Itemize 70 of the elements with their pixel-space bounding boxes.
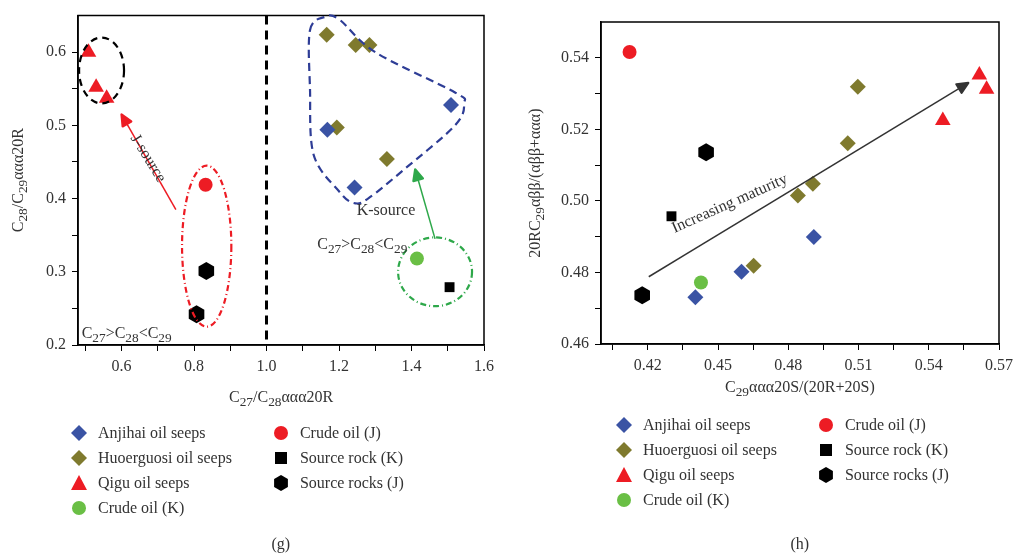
- legend-label: Anjihai oil seeps: [98, 423, 206, 442]
- point: [804, 175, 821, 192]
- point: [443, 96, 460, 113]
- y-tick-label: 0.52: [561, 119, 589, 137]
- point: [687, 289, 704, 306]
- y-tick-label: 0.6: [46, 42, 66, 60]
- point: [733, 263, 750, 280]
- x-tick-label: 0.8: [184, 356, 204, 374]
- x-tick-label: 1.2: [329, 356, 349, 374]
- legend-label: Crude oil (J): [844, 415, 926, 434]
- y-tick-label: 0.5: [46, 115, 66, 133]
- legend-label: Huoerguosi oil seeps: [643, 440, 777, 459]
- x-tick-label: 0.42: [633, 355, 662, 373]
- point: [80, 43, 97, 57]
- legend-label: Anjihai oil seeps: [643, 415, 751, 434]
- x-tick-label: 0.54: [914, 355, 943, 373]
- point: [188, 305, 205, 324]
- legend-label: Source rocks (J): [299, 473, 404, 492]
- point: [88, 78, 104, 92]
- point: [849, 78, 866, 95]
- point: [444, 282, 455, 293]
- point: [318, 26, 335, 43]
- y-tick-label: 0.4: [46, 188, 66, 206]
- point: [378, 151, 395, 168]
- y-tick-label: 0.2: [46, 335, 66, 353]
- point: [409, 251, 424, 266]
- x-tick-label: 0.51: [844, 355, 873, 373]
- point: [745, 257, 762, 274]
- point: [347, 36, 364, 53]
- point: [978, 80, 995, 94]
- text: (g): [271, 535, 291, 553]
- point: [622, 45, 637, 60]
- x-tick-label: 1.0: [256, 356, 277, 374]
- point: [839, 135, 856, 152]
- point: [346, 179, 363, 196]
- annotation: C$_{27}$>C$_{28}$<C$_{29}$: [317, 235, 408, 258]
- x-tick-label: 1.6: [474, 356, 494, 374]
- point: [805, 229, 822, 246]
- x-tick-label: 1.4: [401, 356, 422, 374]
- x-axis-title: C$_{27}$/C$_{28}$ααα20R: [229, 388, 334, 411]
- x-tick-label: 0.6: [111, 356, 132, 374]
- annotation: C$_{27}$>C$_{28}$<C$_{29}$: [81, 323, 172, 346]
- point: [98, 89, 115, 103]
- annotation: K-source: [356, 200, 416, 219]
- x-tick-label: 0.57: [985, 355, 1013, 373]
- y-tick-label: 0.46: [561, 334, 589, 352]
- y-tick-label: 0.54: [561, 47, 589, 65]
- point: [698, 143, 714, 162]
- point: [198, 177, 213, 192]
- legend-label: Source rock (K): [299, 448, 403, 467]
- point: [789, 187, 806, 204]
- legend-label: Huoerguosi oil seeps: [98, 448, 232, 467]
- x-axis-title: C$_{29}$ααα20S/(20R+20S): [725, 378, 875, 401]
- x-tick-label: 0.45: [704, 355, 733, 373]
- legend-label: Crude oil (K): [98, 498, 185, 517]
- y-tick-label: 0.3: [46, 262, 66, 279]
- y-tick-label: 0.48: [561, 262, 589, 280]
- y-tick-label: 0.50: [561, 191, 589, 209]
- legend-label: Qigu oil seeps: [643, 465, 735, 484]
- legend-label: Crude oil (J): [299, 423, 381, 442]
- text: (h): [790, 535, 810, 553]
- legend-label: Qigu oil seeps: [98, 473, 190, 492]
- x-tick-label: 0.48: [774, 355, 803, 373]
- point: [634, 286, 650, 305]
- legend-label: Crude oil (K): [643, 490, 730, 509]
- legend-label: Source rocks (J): [844, 465, 949, 484]
- legend-label: Source rock (K): [844, 440, 948, 459]
- point: [198, 262, 215, 281]
- point: [319, 121, 336, 138]
- point: [693, 275, 708, 290]
